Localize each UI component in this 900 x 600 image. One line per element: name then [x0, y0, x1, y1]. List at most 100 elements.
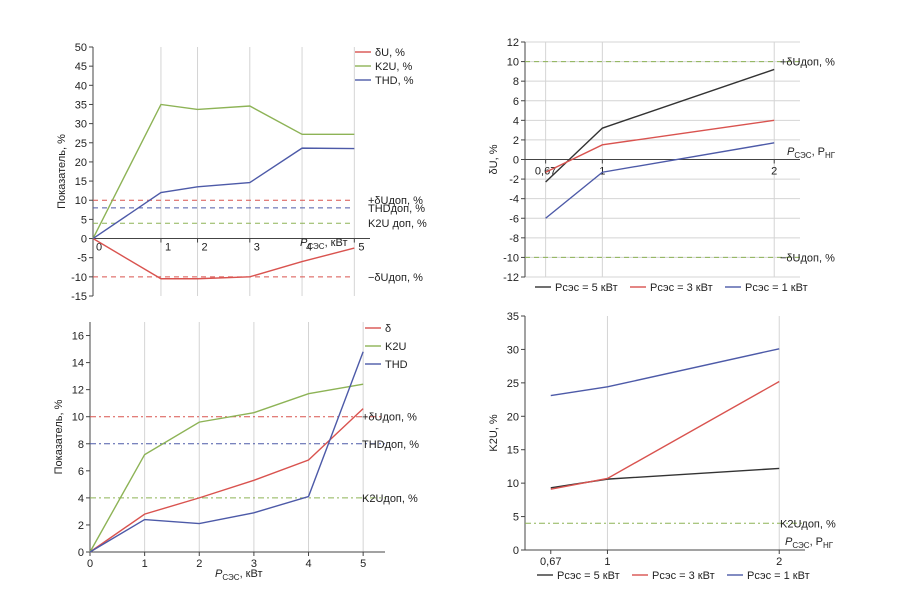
y-tick-label: -15 [71, 291, 87, 303]
y-axis-label: Показатель, % [53, 399, 65, 474]
y-tick-label: 0 [78, 547, 84, 559]
reference-line-label: +δUдоп, % [362, 412, 417, 424]
x-tick-label: 4 [305, 558, 311, 570]
y-tick-label: 6 [78, 466, 84, 478]
reference-line-label: K2U доп, % [368, 218, 427, 230]
x-axis-label-main: P [787, 146, 795, 158]
x-tick-label: 2 [771, 166, 777, 178]
x-axis-label-tail: , P [812, 146, 825, 158]
x-axis-label-subscript: СЭС [792, 541, 809, 550]
y-tick-label: 12 [507, 37, 519, 49]
legend-label: THD [385, 359, 408, 371]
x-tick-label: 5 [358, 242, 364, 254]
y-tick-label: 15 [75, 176, 87, 188]
y-tick-label: 10 [72, 412, 84, 424]
x-axis-label: PСЭС, кВт [215, 568, 263, 582]
series-line [545, 142, 775, 219]
x-axis-label-tail: , кВт [325, 237, 348, 249]
legend-label: Pсэс = 5 кВт [555, 282, 618, 294]
legend-label: Pсэс = 3 кВт [650, 282, 713, 294]
series-line [545, 68, 775, 183]
y-tick-label: -6 [509, 213, 519, 225]
y-tick-label: 35 [75, 99, 87, 111]
series-line [89, 408, 364, 553]
y-tick-label: 6 [513, 96, 519, 108]
x-axis-label-subscript: СЭС [307, 242, 324, 251]
y-tick-label: 0 [81, 234, 87, 246]
x-axis-label-main: P [785, 536, 793, 548]
series-line [550, 348, 780, 397]
legend-label: Pсэс = 1 кВт [747, 570, 810, 582]
x-axis-label-main: P [215, 568, 223, 580]
legend-label: Pсэс = 5 кВт [557, 570, 620, 582]
reference-line-label: THDдоп, % [368, 203, 425, 215]
legend-label: K2U, % [375, 61, 413, 73]
series-line [550, 380, 780, 490]
x-tick-label: 2 [776, 556, 782, 568]
series-line [89, 383, 364, 553]
y-tick-label: 2 [513, 135, 519, 147]
x-tick-label: 3 [251, 558, 257, 570]
y-tick-label: 20 [507, 411, 519, 423]
y-tick-label: 14 [72, 358, 84, 370]
y-tick-label: -10 [503, 252, 519, 264]
y-tick-label: -4 [509, 194, 519, 206]
reference-line-label: THDдоп, % [362, 439, 419, 451]
y-tick-label: -12 [503, 272, 519, 284]
y-tick-label: 15 [507, 445, 519, 457]
reference-line-label: K2Uдоп, % [780, 518, 836, 530]
legend: Pсэс = 5 кВт Pсэс = 3 кВт Pсэс = 1 кВт [535, 282, 808, 294]
y-tick-label: -2 [509, 174, 519, 186]
y-tick-label: 10 [507, 478, 519, 490]
y-tick-label: 16 [72, 331, 84, 343]
legend-label: Pсэс = 1 кВт [745, 282, 808, 294]
x-axis-label-tail: , кВт [240, 568, 263, 580]
y-tick-label: 50 [75, 42, 87, 54]
panel-bottom-right-chart: 0 5 10 15 20 25 30 35 0,67 1 2 K2Uдоп, % Pсэс = 5 кВ… [488, 311, 836, 582]
legend: δU, % K2U, % THD, % [355, 47, 414, 87]
x-tick-label: 1 [142, 558, 148, 570]
y-tick-label: 0 [513, 545, 519, 557]
legend-label: Pсэс = 3 кВт [652, 570, 715, 582]
reference-line-label: +δUдоп, % [780, 57, 835, 69]
y-tick-label: 2 [78, 520, 84, 532]
y-tick-label: 20 [75, 157, 87, 169]
y-tick-label: 4 [78, 493, 84, 505]
y-tick-label: 30 [507, 344, 519, 356]
reference-line-label: +δUдоп, % [368, 195, 423, 207]
y-axis-label: δU, % [488, 144, 500, 174]
x-tick-label: 1 [599, 166, 605, 178]
y-tick-label: 0 [513, 155, 519, 167]
y-axis-label: Показатель, % [56, 134, 68, 209]
y-tick-label: 25 [507, 378, 519, 390]
x-axis-label: PСЭС, PНГ [785, 536, 834, 550]
x-axis-label-tail: , P [810, 536, 823, 548]
series-line [92, 147, 355, 240]
legend: Pсэс = 5 кВт Pсэс = 3 кВт Pсэс = 1 кВт [537, 570, 810, 582]
x-axis-label: PСЭС, PНГ [787, 146, 836, 160]
y-tick-label: -5 [77, 253, 87, 265]
legend: δ K2U THD [365, 323, 408, 371]
y-tick-label: 35 [507, 311, 519, 323]
x-tick-label: 0 [87, 558, 93, 570]
y-tick-label: 30 [75, 119, 87, 131]
series-line [545, 119, 775, 173]
y-tick-label: 40 [75, 80, 87, 92]
y-tick-label: 4 [513, 115, 519, 127]
y-tick-label: 12 [72, 385, 84, 397]
y-tick-label: 10 [507, 57, 519, 69]
x-axis-label-subscript: СЭС [222, 573, 239, 582]
y-tick-label: -8 [509, 233, 519, 245]
legend-label: δ [385, 323, 391, 335]
series-line [92, 103, 355, 239]
y-tick-label: 10 [75, 195, 87, 207]
x-tick-label: 4 [306, 242, 312, 254]
gridlines [606, 316, 780, 550]
x-tick-label: 1 [165, 242, 171, 254]
y-tick-label: 8 [78, 439, 84, 451]
gridlines [160, 47, 355, 296]
